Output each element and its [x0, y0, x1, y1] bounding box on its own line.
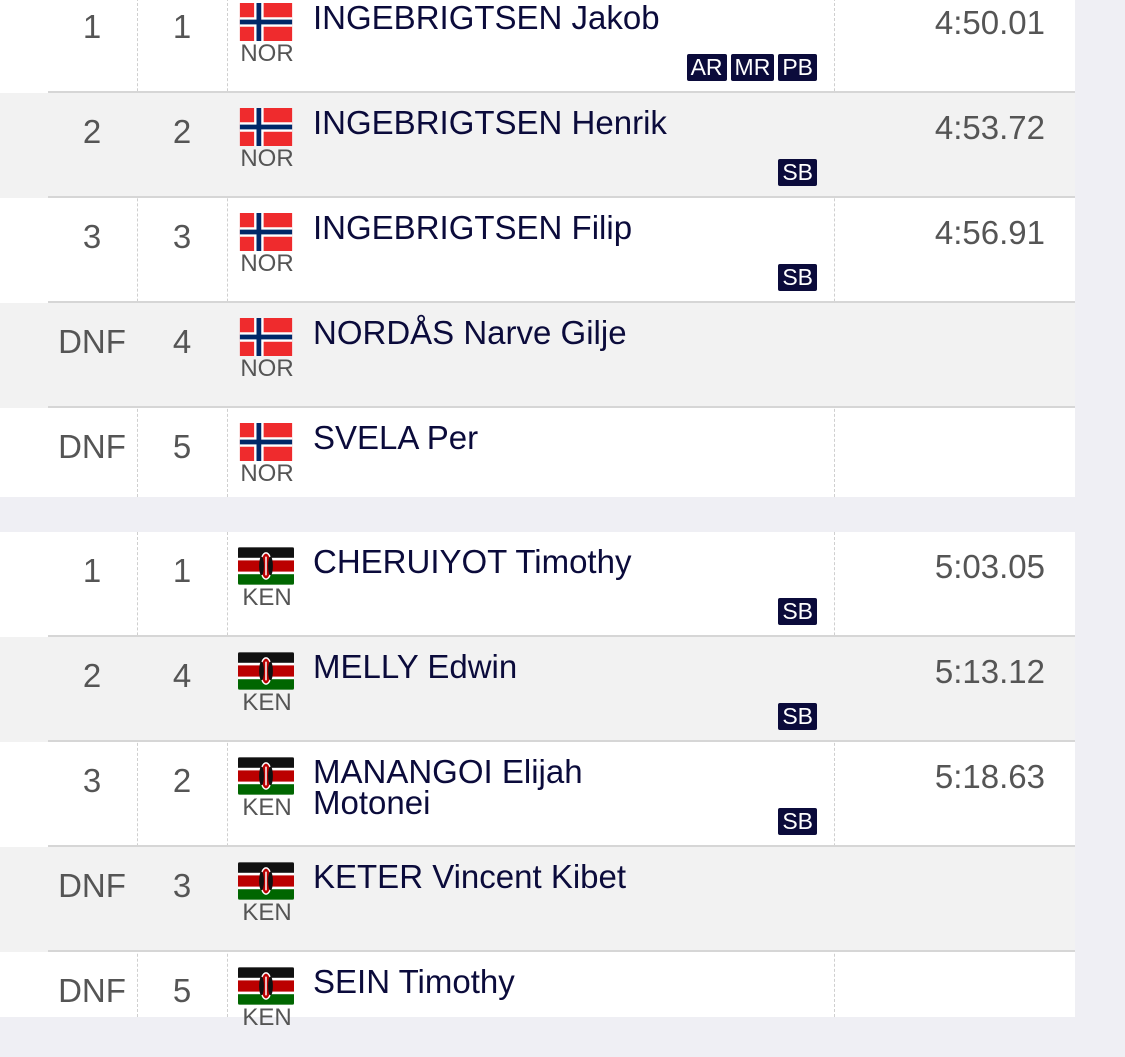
results-group-kenya: 1 1 KEN CHERUIYOT Timothy SB 5:03.05 2 4… [0, 532, 1075, 1031]
kenya-flag-icon [238, 967, 294, 1005]
table-row[interactable]: 1 1 NOR INGEBRIGTSEN Jakob AR MR PB 4:50.0… [0, 0, 1075, 93]
table-row[interactable]: 1 1 KEN CHERUIYOT Timothy SB 5:03.05 [0, 532, 1075, 637]
lane-cell: 5 [172, 428, 192, 465]
country-code: KEN [242, 794, 292, 821]
row-divider [48, 635, 1075, 637]
lane-cell: 2 [172, 762, 192, 799]
rank-cell: 1 [82, 8, 102, 45]
record-badges: SB [778, 703, 817, 730]
athlete-name[interactable]: CHERUIYOT Timothy [313, 543, 632, 580]
kenya-flag-icon [238, 652, 294, 690]
norway-flag-icon [238, 3, 294, 41]
record-badges: SB [778, 808, 817, 835]
athlete-name[interactable]: MELLY Edwin [313, 648, 518, 685]
norway-flag-icon [238, 423, 294, 461]
lane-cell: 4 [172, 323, 192, 360]
row-divider [48, 950, 1075, 952]
row-divider [48, 196, 1075, 198]
country-code: NOR [240, 40, 294, 67]
record-badge-mr: MR [730, 54, 775, 81]
rank-cell: 3 [82, 218, 102, 255]
athlete-name[interactable]: INGEBRIGTSEN Henrik [313, 104, 667, 141]
table-row[interactable]: DNF 3 KEN KETER Vincent Kibet [0, 847, 1075, 952]
athlete-name[interactable]: KETER Vincent Kibet [313, 858, 627, 895]
record-badge-sb: SB [778, 703, 817, 730]
lane-cell: 5 [172, 972, 192, 1009]
record-badge-sb: SB [778, 808, 817, 835]
record-badge-sb: SB [778, 598, 817, 625]
country-code: KEN [242, 1004, 292, 1031]
results-group-norway: 1 1 NOR INGEBRIGTSEN Jakob AR MR PB 4:50.0… [0, 0, 1075, 497]
athlete-name[interactable]: INGEBRIGTSEN Jakob [313, 0, 660, 36]
record-badge-sb: SB [778, 264, 817, 291]
norway-flag-icon [238, 318, 294, 356]
column-divider [227, 0, 228, 497]
kenya-flag-icon [238, 547, 294, 585]
row-divider [48, 301, 1075, 303]
record-badge-sb: SB [778, 159, 817, 186]
athlete-name[interactable]: NORDÅS Narve Gilje [313, 314, 627, 351]
country-code: KEN [242, 899, 292, 926]
table-row[interactable]: 3 2 KEN MANANGOI Elijah Motonei SB 5:18.… [0, 742, 1075, 847]
athlete-name[interactable]: SVELA Per [313, 419, 479, 456]
result-time: 4:53.72 [934, 109, 1045, 146]
lane-cell: 4 [172, 657, 192, 694]
country-code: NOR [240, 460, 294, 487]
result-time: 4:50.01 [934, 4, 1045, 41]
norway-flag-icon [238, 108, 294, 146]
table-row[interactable]: 2 4 KEN MELLY Edwin SB 5:13.12 [0, 637, 1075, 742]
rank-cell: DNF [58, 428, 126, 465]
country-code: NOR [240, 250, 294, 277]
country-code: NOR [240, 145, 294, 172]
rank-cell: DNF [58, 972, 126, 1009]
rank-cell: DNF [58, 323, 126, 360]
athlete-name[interactable]: INGEBRIGTSEN Filip [313, 209, 633, 246]
norway-flag-icon [238, 213, 294, 251]
record-badge-pb: PB [778, 54, 817, 81]
row-divider [48, 406, 1075, 408]
result-time: 5:18.63 [934, 758, 1045, 795]
column-divider [137, 0, 138, 497]
lane-cell: 2 [172, 113, 192, 150]
rank-cell: 2 [82, 657, 102, 694]
country-code: KEN [242, 689, 292, 716]
table-row[interactable]: DNF 5 KEN SEIN Timothy [0, 952, 1075, 1057]
result-time: 5:03.05 [934, 548, 1045, 585]
result-time: 4:56.91 [934, 214, 1045, 251]
record-badges: SB [778, 159, 817, 186]
record-badges: AR MR PB [686, 54, 817, 81]
lane-cell: 1 [172, 8, 192, 45]
record-badge-ar: AR [686, 54, 727, 81]
record-badges: SB [778, 264, 817, 291]
rank-cell: 2 [82, 113, 102, 150]
country-code: KEN [242, 584, 292, 611]
athlete-name[interactable]: MANANGOI Elijah Motonei [313, 753, 583, 821]
rank-cell: 1 [82, 552, 102, 589]
lane-cell: 3 [172, 218, 192, 255]
column-divider [834, 0, 835, 497]
kenya-flag-icon [238, 757, 294, 795]
table-row[interactable]: 2 2 NOR INGEBRIGTSEN Henrik SB 4:53.72 [0, 93, 1075, 198]
lane-cell: 3 [172, 867, 192, 904]
athlete-name[interactable]: SEIN Timothy [313, 963, 515, 1000]
column-divider [227, 532, 228, 1017]
kenya-flag-icon [238, 862, 294, 900]
rank-cell: DNF [58, 867, 126, 904]
rank-cell: 3 [82, 762, 102, 799]
table-row[interactable]: DNF 5 NOR SVELA Per [0, 408, 1075, 513]
table-row[interactable]: DNF 4 NOR NORDÅS Narve Gilje [0, 303, 1075, 408]
row-divider [48, 91, 1075, 93]
column-divider [834, 532, 835, 1017]
table-row[interactable]: 3 3 NOR INGEBRIGTSEN Filip SB 4:56.91 [0, 198, 1075, 303]
result-time: 5:13.12 [934, 653, 1045, 690]
column-divider [137, 532, 138, 1017]
record-badges: SB [778, 598, 817, 625]
country-code: NOR [240, 355, 294, 382]
lane-cell: 1 [172, 552, 192, 589]
row-divider [48, 740, 1075, 742]
row-divider [48, 845, 1075, 847]
